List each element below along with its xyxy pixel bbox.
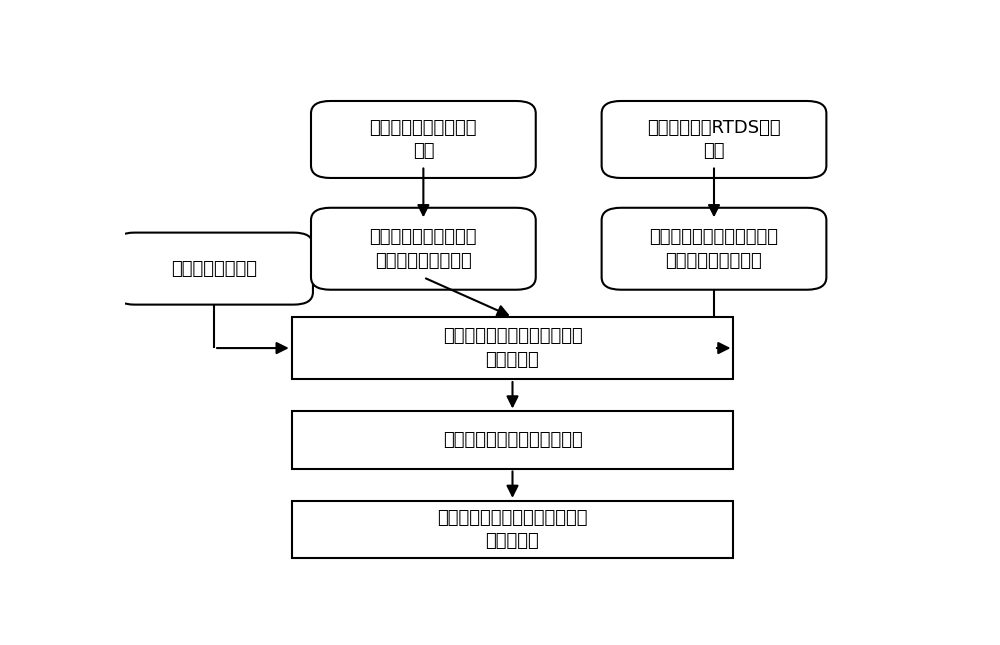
Text: 历史暂态故障信息: 历史暂态故障信息: [171, 259, 257, 277]
Bar: [292, 317, 733, 379]
FancyBboxPatch shape: [602, 101, 826, 178]
FancyBboxPatch shape: [115, 233, 313, 304]
Bar: [292, 412, 733, 468]
Text: 对系统中可能出现的故
障进行电路仿真计算: 对系统中可能出现的故 障进行电路仿真计算: [370, 228, 477, 270]
Text: 针对工程搭建RTDS仿真
平台: 针对工程搭建RTDS仿真 平台: [647, 119, 781, 160]
Text: 汇总系统中已出现和可能出现
的故障信息: 汇总系统中已出现和可能出现 的故障信息: [443, 327, 582, 369]
FancyBboxPatch shape: [311, 101, 536, 178]
FancyBboxPatch shape: [602, 208, 826, 290]
Bar: [292, 501, 733, 558]
Text: 对系统中可能出现的故障进
行实时数字仿真分析: 对系统中可能出现的故障进 行实时数字仿真分析: [650, 228, 778, 270]
Text: 将特征参量与故障类型一一对应
存入数据库: 将特征参量与故障类型一一对应 存入数据库: [437, 508, 588, 550]
Text: 提取各种类型故障的特征参量: 提取各种类型故障的特征参量: [443, 431, 582, 449]
FancyBboxPatch shape: [311, 208, 536, 290]
Text: 针对工程建立电路仿真
模型: 针对工程建立电路仿真 模型: [370, 119, 477, 160]
